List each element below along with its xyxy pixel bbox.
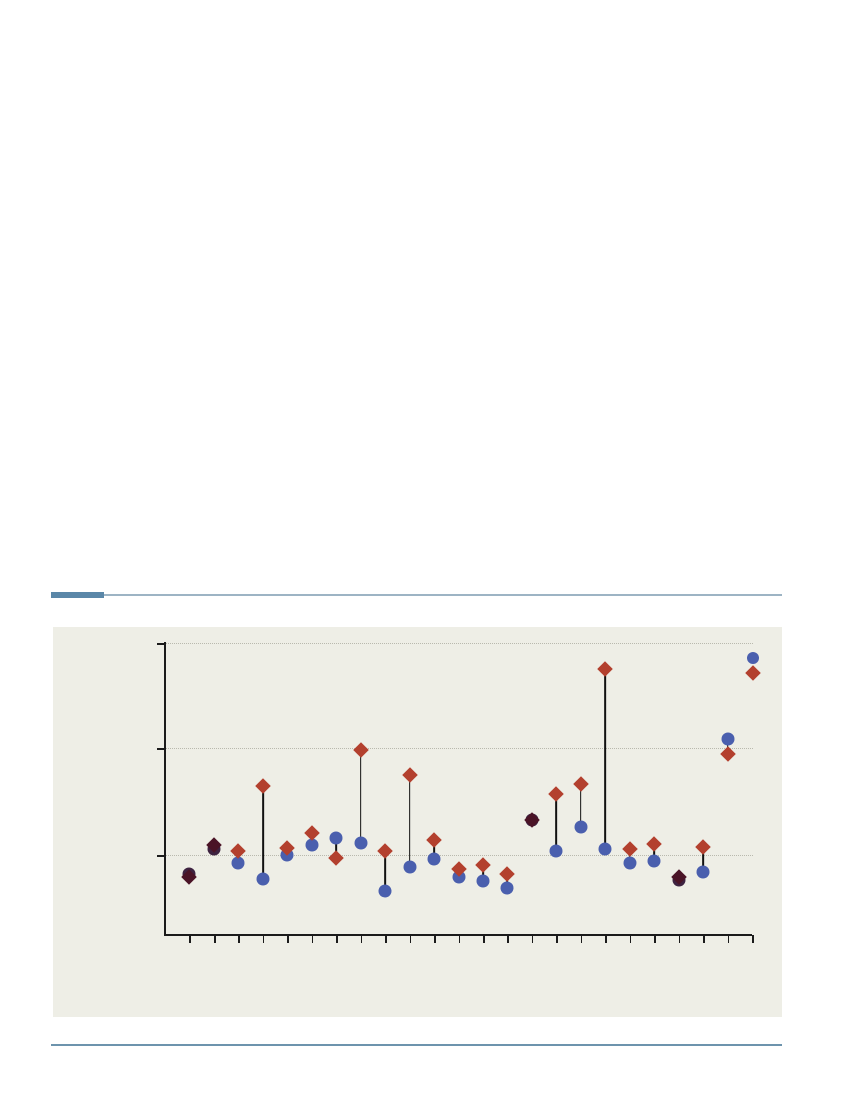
data-stem [579,784,582,828]
data-point-observed [721,732,735,746]
data-point-observed [598,842,612,856]
section-divider-accent [51,592,104,598]
x-axis-tick [458,935,461,943]
data-point-predicted [426,831,442,848]
x-axis-tick [605,935,607,943]
x-axis-tick [311,935,314,943]
data-point-observed [696,865,710,879]
x-axis-tick [360,935,363,943]
data-point-observed [403,860,417,874]
data-stem [335,838,338,858]
data-point-observed [354,836,368,850]
data-point-observed [329,831,343,845]
x-axis-tick [507,935,509,943]
data-point-predicted [573,776,589,793]
data-point-observed [427,852,441,866]
y-axis-tick [157,855,165,857]
data-stem [359,749,362,843]
plot-area [53,627,782,1017]
data-point-predicted [255,777,271,794]
data-point-predicted [475,856,491,873]
data-point-observed [378,884,392,898]
data-stem [408,774,411,868]
data-point-predicted [328,850,344,866]
data-stem [702,846,704,872]
data-stem [653,843,655,861]
x-axis-tick [531,935,534,943]
gridline-y [165,643,753,645]
data-point-observed [647,854,661,868]
x-axis-tick [189,935,192,943]
x-axis-tick [385,935,387,943]
data-stem [384,850,386,892]
data-point-predicted [597,661,614,678]
legend-marker-observed [747,652,759,664]
data-point-predicted [499,866,516,883]
data-point-predicted [646,836,662,852]
data-point-observed [231,856,245,870]
y-axis-tick [157,643,165,645]
data-point-observed [574,820,588,834]
data-point-predicted [352,741,369,758]
data-point-predicted [548,786,565,802]
data-point-observed [500,881,514,895]
x-axis-line [164,934,752,936]
data-point-observed [623,856,637,870]
x-axis-tick [580,935,583,943]
data-point-observed [305,838,319,852]
section-divider-rule [51,594,782,596]
x-axis-tick [629,935,632,943]
x-axis-tick [238,935,240,943]
data-stem [604,669,607,850]
x-axis-tick [752,935,754,943]
data-point-observed [549,844,563,858]
data-stem [555,794,558,851]
x-axis-tick [409,935,412,943]
x-axis-tick [434,935,436,943]
data-stem [433,839,435,860]
footer-divider-rule [51,1044,782,1046]
x-axis-tick [287,935,289,943]
x-axis-tick [703,935,705,943]
data-point-predicted [401,766,418,783]
x-axis-tick [556,935,558,943]
data-stem [261,785,264,879]
figure-panel [53,627,782,1017]
gridline-y [165,855,753,857]
x-axis-tick [482,935,485,943]
data-point-predicted [695,838,711,855]
x-axis-tick [213,935,216,943]
data-stem [482,864,484,882]
x-axis-tick [262,935,265,943]
x-axis-tick [336,935,338,943]
x-axis-tick [654,935,656,943]
x-axis-tick [678,935,681,943]
y-axis-tick [157,748,165,750]
data-point-observed [256,872,270,886]
gridline-y [165,748,753,750]
y-axis-line [164,642,166,936]
legend-marker-predicted [745,665,761,681]
data-point-observed [476,874,490,888]
data-point-predicted [303,825,320,841]
x-axis-tick [727,935,730,943]
